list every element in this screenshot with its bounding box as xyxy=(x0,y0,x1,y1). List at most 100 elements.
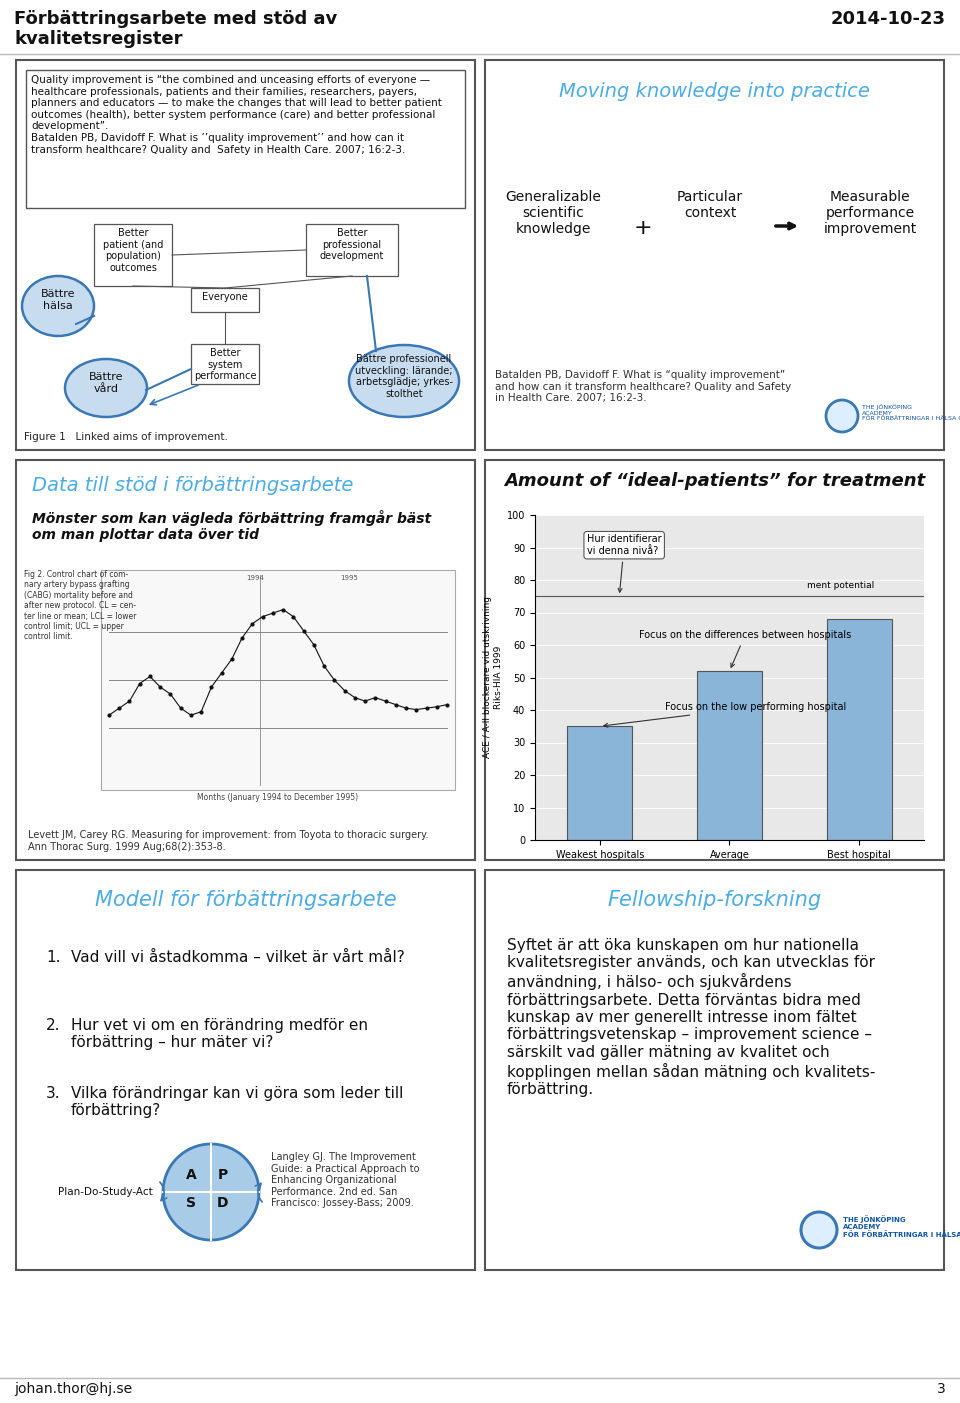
Point xyxy=(122,690,137,713)
Point xyxy=(398,697,414,720)
Point xyxy=(388,693,403,716)
Text: Batalden PB, Davidoff F. What is “quality improvement”
and how can it transform : Batalden PB, Davidoff F. What is “qualit… xyxy=(495,370,791,403)
FancyBboxPatch shape xyxy=(26,70,465,208)
FancyBboxPatch shape xyxy=(191,344,259,384)
Point xyxy=(337,679,352,702)
Text: THE JÖNKÖPING
ACADEMY
FÖR FÖRBÄTTRINGAR I HÄLSA OCH VÄLFÄRD: THE JÖNKÖPING ACADEMY FÖR FÖRBÄTTRINGAR … xyxy=(843,1215,960,1237)
Y-axis label: ACE / A-II blockerare vid utskrivning
Riks-HIA 1999: ACE / A-II blockerare vid utskrivning Ri… xyxy=(483,596,503,759)
Text: Levett JM, Carey RG. Measuring for improvement: from Toyota to thoracic surgery.: Levett JM, Carey RG. Measuring for impro… xyxy=(28,831,428,852)
Text: D: D xyxy=(217,1195,228,1209)
Circle shape xyxy=(163,1143,259,1240)
Text: Hur identifierar
vi denna nivå?: Hur identifierar vi denna nivå? xyxy=(587,535,661,592)
Point xyxy=(214,662,229,685)
Point xyxy=(409,699,424,721)
Point xyxy=(306,634,322,657)
Bar xyxy=(827,619,892,840)
Text: 3.: 3. xyxy=(46,1086,60,1101)
Bar xyxy=(567,727,633,840)
Text: Fellowship-forskning: Fellowship-forskning xyxy=(608,890,822,911)
Point xyxy=(255,606,271,629)
Text: Fig 2. Control chart of com-
nary artery bypass grafting
(CABG) mortality before: Fig 2. Control chart of com- nary artery… xyxy=(24,570,136,641)
Point xyxy=(234,627,250,650)
Text: Better
system
performance: Better system performance xyxy=(194,348,256,382)
Text: Langley GJ. The Improvement
Guide: a Practical Approach to
Enhancing Organizatio: Langley GJ. The Improvement Guide: a Pra… xyxy=(271,1152,420,1208)
Text: Measurable
performance
improvement: Measurable performance improvement xyxy=(824,189,917,236)
Circle shape xyxy=(801,1212,837,1249)
Text: Particular
context: Particular context xyxy=(677,189,743,220)
Point xyxy=(348,686,363,709)
FancyBboxPatch shape xyxy=(16,60,475,450)
Point xyxy=(296,620,311,643)
Text: Vilka förändringar kan vi göra som leder till
förbättring?: Vilka förändringar kan vi göra som leder… xyxy=(71,1086,403,1118)
Text: A: A xyxy=(185,1169,197,1181)
Point xyxy=(357,690,372,713)
Text: Vad vill vi åstadkomma – vilket är vårt mål?: Vad vill vi åstadkomma – vilket är vårt … xyxy=(71,950,405,965)
Text: Modell för förbättringsarbete: Modell för förbättringsarbete xyxy=(95,890,396,911)
Circle shape xyxy=(826,400,858,432)
Text: Amount of “ideal-patients” for treatment: Amount of “ideal-patients” for treatment xyxy=(504,471,925,490)
Text: Syftet är att öka kunskapen om hur nationella
kvalitetsregister används, och kan: Syftet är att öka kunskapen om hur natio… xyxy=(507,939,876,1097)
FancyBboxPatch shape xyxy=(306,224,398,276)
Text: THE JÖNKÖPING
ACADEMY
FÖR FÖRBÄTTRINGAR I HÄLSA OCH VÄLFÄRD: THE JÖNKÖPING ACADEMY FÖR FÖRBÄTTRINGAR … xyxy=(862,404,960,421)
Point xyxy=(286,606,301,629)
Text: Generalizable
scientific
knowledge: Generalizable scientific knowledge xyxy=(505,189,601,236)
Text: Focus on the low performing hospital: Focus on the low performing hospital xyxy=(604,702,846,727)
Text: P: P xyxy=(218,1169,228,1181)
Text: Figure 1   Linked aims of improvement.: Figure 1 Linked aims of improvement. xyxy=(24,432,228,442)
Point xyxy=(317,655,332,678)
Ellipse shape xyxy=(349,345,459,417)
Text: johan.thor@hj.se: johan.thor@hj.se xyxy=(14,1382,132,1396)
Text: Bättre
vård: Bättre vård xyxy=(88,372,123,394)
Point xyxy=(204,676,219,699)
Point xyxy=(111,697,127,720)
Ellipse shape xyxy=(65,359,147,417)
Text: Hur vet vi om en förändring medför en
förbättring – hur mäter vi?: Hur vet vi om en förändring medför en fö… xyxy=(71,1019,368,1051)
Text: Mönster som kan vägleda förbättring framgår bäst
om man plottar data över tid: Mönster som kan vägleda förbättring fram… xyxy=(32,511,431,542)
FancyBboxPatch shape xyxy=(191,288,259,311)
Text: Months (January 1994 to December 1995): Months (January 1994 to December 1995) xyxy=(198,793,359,803)
Text: 3: 3 xyxy=(937,1382,946,1396)
FancyBboxPatch shape xyxy=(485,60,944,450)
Point xyxy=(163,683,179,706)
Point xyxy=(440,693,455,716)
Text: Better
patient (and
population)
outcomes: Better patient (and population) outcomes xyxy=(103,229,163,272)
Text: Better
professional
development: Better professional development xyxy=(320,229,384,261)
Text: Förbättringsarbete med stöd av: Förbättringsarbete med stöd av xyxy=(14,10,337,28)
Point xyxy=(173,697,188,720)
Point xyxy=(378,690,394,713)
Point xyxy=(132,672,148,694)
FancyBboxPatch shape xyxy=(101,570,455,790)
Text: S: S xyxy=(186,1195,196,1209)
Text: Bättre
hälsa: Bättre hälsa xyxy=(40,289,75,310)
FancyBboxPatch shape xyxy=(16,870,475,1270)
Text: 1994: 1994 xyxy=(247,575,264,581)
Text: Everyone: Everyone xyxy=(203,292,248,302)
Text: Data till stöd i förbättringsarbete: Data till stöd i förbättringsarbete xyxy=(32,476,353,495)
FancyBboxPatch shape xyxy=(485,870,944,1270)
Text: 2014-10-23: 2014-10-23 xyxy=(831,10,946,28)
Text: 1995: 1995 xyxy=(340,575,358,581)
Text: Focus on the differences between hospitals: Focus on the differences between hospita… xyxy=(638,630,851,668)
Point xyxy=(368,686,383,709)
Ellipse shape xyxy=(22,276,94,335)
Point xyxy=(102,704,117,727)
Text: Moving knowledge into practice: Moving knowledge into practice xyxy=(559,81,870,101)
Text: Plan-Do-Study-Act: Plan-Do-Study-Act xyxy=(59,1187,153,1197)
Point xyxy=(183,704,199,727)
Point xyxy=(245,613,260,636)
Text: 1.: 1. xyxy=(46,950,60,965)
FancyBboxPatch shape xyxy=(485,460,944,860)
Point xyxy=(265,602,280,624)
Point xyxy=(326,669,342,692)
Point xyxy=(142,665,157,687)
Bar xyxy=(697,671,762,840)
Text: Bättre professionell
utveckling: lärande;
arbetsglädje; yrkes-
stolthet: Bättre professionell utveckling: lärande… xyxy=(355,354,453,398)
Text: +: + xyxy=(634,217,652,239)
FancyBboxPatch shape xyxy=(16,460,475,860)
FancyBboxPatch shape xyxy=(94,224,172,286)
Point xyxy=(276,598,291,620)
Point xyxy=(225,648,240,671)
Text: ment potential: ment potential xyxy=(807,581,875,589)
Point xyxy=(429,696,444,718)
Text: 2.: 2. xyxy=(46,1019,60,1033)
